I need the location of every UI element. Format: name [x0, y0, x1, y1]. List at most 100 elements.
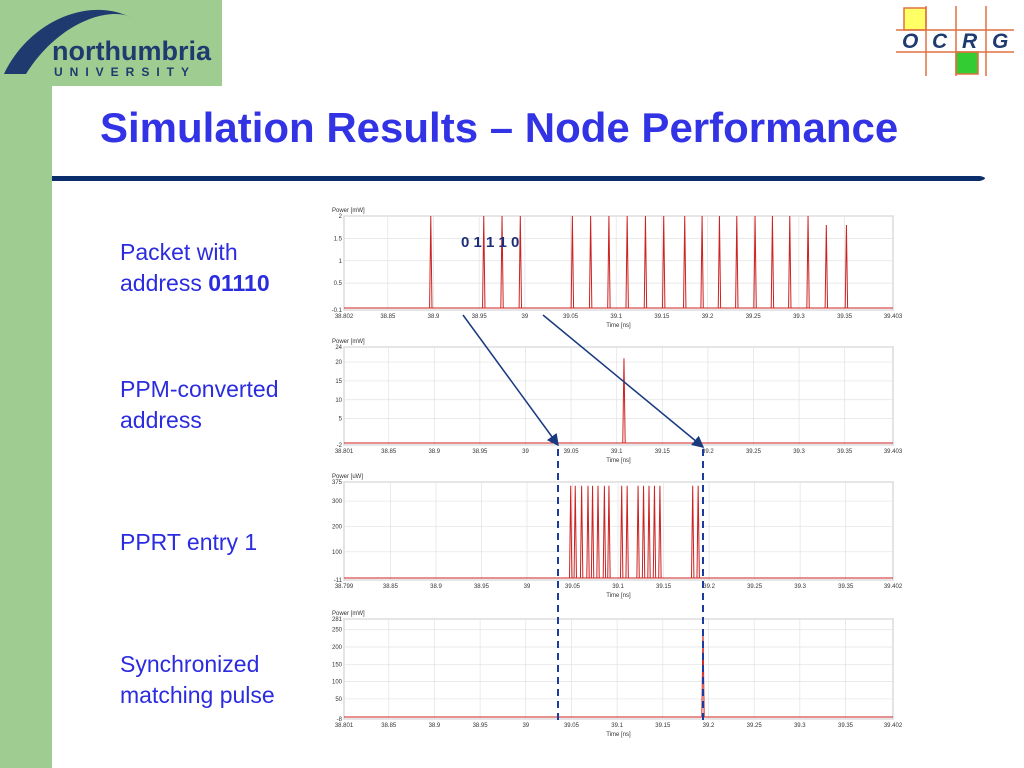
- logo-letter-c: C: [932, 30, 948, 53]
- logo-letter-r: R: [962, 30, 978, 53]
- plot-packet-xtick: 38.85: [380, 314, 396, 320]
- plot-packet-pulse: [683, 215, 687, 309]
- plot-packet-pulse: [735, 215, 739, 309]
- plot-pprt-xtick: 39.35: [838, 584, 854, 590]
- plot-packet-xlabel: Time [ns]: [606, 323, 631, 329]
- title-underline: [52, 176, 985, 181]
- plot-sync-xtick: 39.3: [794, 723, 806, 729]
- plot-pprt-xlabel: Time [ns]: [606, 593, 631, 599]
- header-curve: [52, 86, 222, 176]
- plot-packet-pulse: [788, 215, 792, 309]
- label-pprt-text: PPRT entry 1: [120, 529, 258, 555]
- plot-sync-xtick: 38.801: [335, 723, 354, 729]
- plot-sync-ytick: 50: [335, 697, 342, 703]
- plot-packet-pulse: [643, 215, 648, 309]
- plot-sync: Power [mW] 38.801 38.85 38.9 38.95 39 39.05 39.…: [332, 611, 903, 738]
- label-sync: Synchronized matching pulse: [120, 649, 275, 711]
- plot-sync-ytick: -8: [337, 717, 343, 723]
- plot-packet-pulse: [753, 215, 757, 309]
- plot-pprt-pulse: [647, 485, 651, 579]
- plot-packet-xtick: 38.95: [472, 314, 488, 320]
- plot-pprt-xtick: 39.3: [794, 584, 806, 590]
- plot-pprt-pulse: [619, 485, 624, 579]
- plot-packet-xtick: 39.1: [610, 314, 622, 320]
- plot-packet-pulse: [588, 215, 593, 309]
- plot-packet-ytick: 0.5: [334, 281, 343, 287]
- plot-sync-xtick: 38.95: [473, 723, 489, 729]
- plot-packet-xtick: 39.15: [654, 314, 670, 320]
- university-name: northumbria: [52, 36, 212, 66]
- plot-pprt-pulse: [569, 485, 573, 579]
- plot-packet-pulse: [518, 215, 523, 309]
- plot-packet-pulse: [570, 215, 575, 309]
- plot-sync-xtick: 39.35: [838, 723, 854, 729]
- plot-ppm-ytick: 10: [335, 398, 342, 404]
- plot-sync-ytick: 250: [332, 628, 343, 634]
- plot-pprt-ytick: 300: [332, 499, 343, 505]
- plot-pprt-pulse: [652, 485, 657, 579]
- label-packet: Packet with address 01110: [120, 237, 270, 299]
- plot-packet-pulse: [770, 215, 775, 309]
- plot-pprt-xtick: 38.799: [335, 584, 354, 590]
- plot-packet-pulse: [717, 215, 722, 309]
- ocrg-logo: O C R G: [896, 6, 1014, 76]
- plot-ppm-xtick: 38.85: [381, 449, 397, 455]
- plot-pprt-pulse: [658, 485, 662, 579]
- plot-ppm-ytick: 5: [339, 417, 343, 423]
- plot-pprt-xtick: 39.25: [747, 584, 763, 590]
- plot-ppm-xtick: 39.403: [884, 449, 903, 455]
- plot-ppm-xtick: 39.25: [746, 449, 762, 455]
- plot-ppm-xtick: 39.2: [702, 449, 714, 455]
- page-title: Simulation Results – Node Performance: [100, 104, 899, 151]
- label-packet-line1: Packet with: [120, 239, 238, 265]
- plot-packet-ytick: 1: [339, 259, 343, 265]
- plot-pprt-ytick: -11: [334, 578, 343, 584]
- plot-packet-pulse: [806, 215, 810, 309]
- plot-pprt-xtick: 39.2: [703, 584, 715, 590]
- northumbria-logo: northumbria UNIVERSITY: [4, 9, 212, 79]
- plot-packet-frame: [343, 215, 894, 311]
- plot-packet-xtick: 39.3: [793, 314, 805, 320]
- plot-sync-xtick: 39.25: [747, 723, 763, 729]
- label-ppm-line1: PPM-converted: [120, 376, 279, 402]
- plot-ppm-ytick: 15: [335, 379, 342, 385]
- plot-sync-xtick: 39.2: [703, 723, 715, 729]
- plot-pprt-ytick: 100: [332, 550, 343, 556]
- plot-packet-pulse: [844, 224, 849, 309]
- plot-ppm-ytick: 24: [335, 345, 342, 351]
- plot-pprt-pulse: [641, 485, 646, 579]
- bit-annotation: 0 1 1 1 0: [461, 234, 519, 251]
- plot-ppm: Power [mW] 38.801 38.85 38.9 38.95 39 39.05 39.…: [332, 339, 903, 464]
- plot-sync-xlabel: Time [ns]: [606, 732, 631, 738]
- plot-pprt-pulse: [596, 485, 600, 579]
- plot-packet-xtick: 39.35: [837, 314, 853, 320]
- label-ppm-line2: address: [120, 407, 202, 433]
- plot-ppm-xtick: 39.15: [655, 449, 671, 455]
- plot-packet-ytick: 2: [339, 214, 343, 220]
- plot-sync-xtick: 39.05: [564, 723, 580, 729]
- logo-letter-o: O: [902, 30, 918, 53]
- plot-sync-xtick: 39.15: [655, 723, 671, 729]
- plot-pprt-xtick: 39: [524, 584, 531, 590]
- plot-ppm-xtick: 38.801: [335, 449, 354, 455]
- university-sub: UNIVERSITY: [54, 65, 196, 79]
- plot-packet-pulse: [607, 215, 611, 309]
- plot-ppm-ytick: -2: [337, 443, 343, 449]
- plot-packet-ytick: 1.5: [334, 236, 343, 242]
- label-packet-line2: address: [120, 270, 209, 296]
- plot-ppm-xtick: 38.95: [472, 449, 488, 455]
- plot-pprt-xtick: 39.05: [565, 584, 581, 590]
- plot-sync-frame: [343, 618, 894, 720]
- plot-sync-ytick: 100: [332, 680, 343, 686]
- plot-sync-ytick: 150: [332, 662, 343, 668]
- plot-ppm-xlabel: Time [ns]: [606, 458, 631, 464]
- plot-sync-ylabel: Power [mW]: [332, 611, 365, 617]
- label-packet-address: 01110: [208, 270, 270, 296]
- label-sync-line1: Synchronized: [120, 651, 260, 677]
- plot-pprt-ylabel: Power [uW]: [332, 474, 363, 480]
- arrow-to-ppm-end: [542, 314, 705, 448]
- plot-packet-xtick: 39: [522, 314, 529, 320]
- plot-pprt-xtick: 38.9: [430, 584, 442, 590]
- plot-ppm-pulse: [622, 358, 626, 444]
